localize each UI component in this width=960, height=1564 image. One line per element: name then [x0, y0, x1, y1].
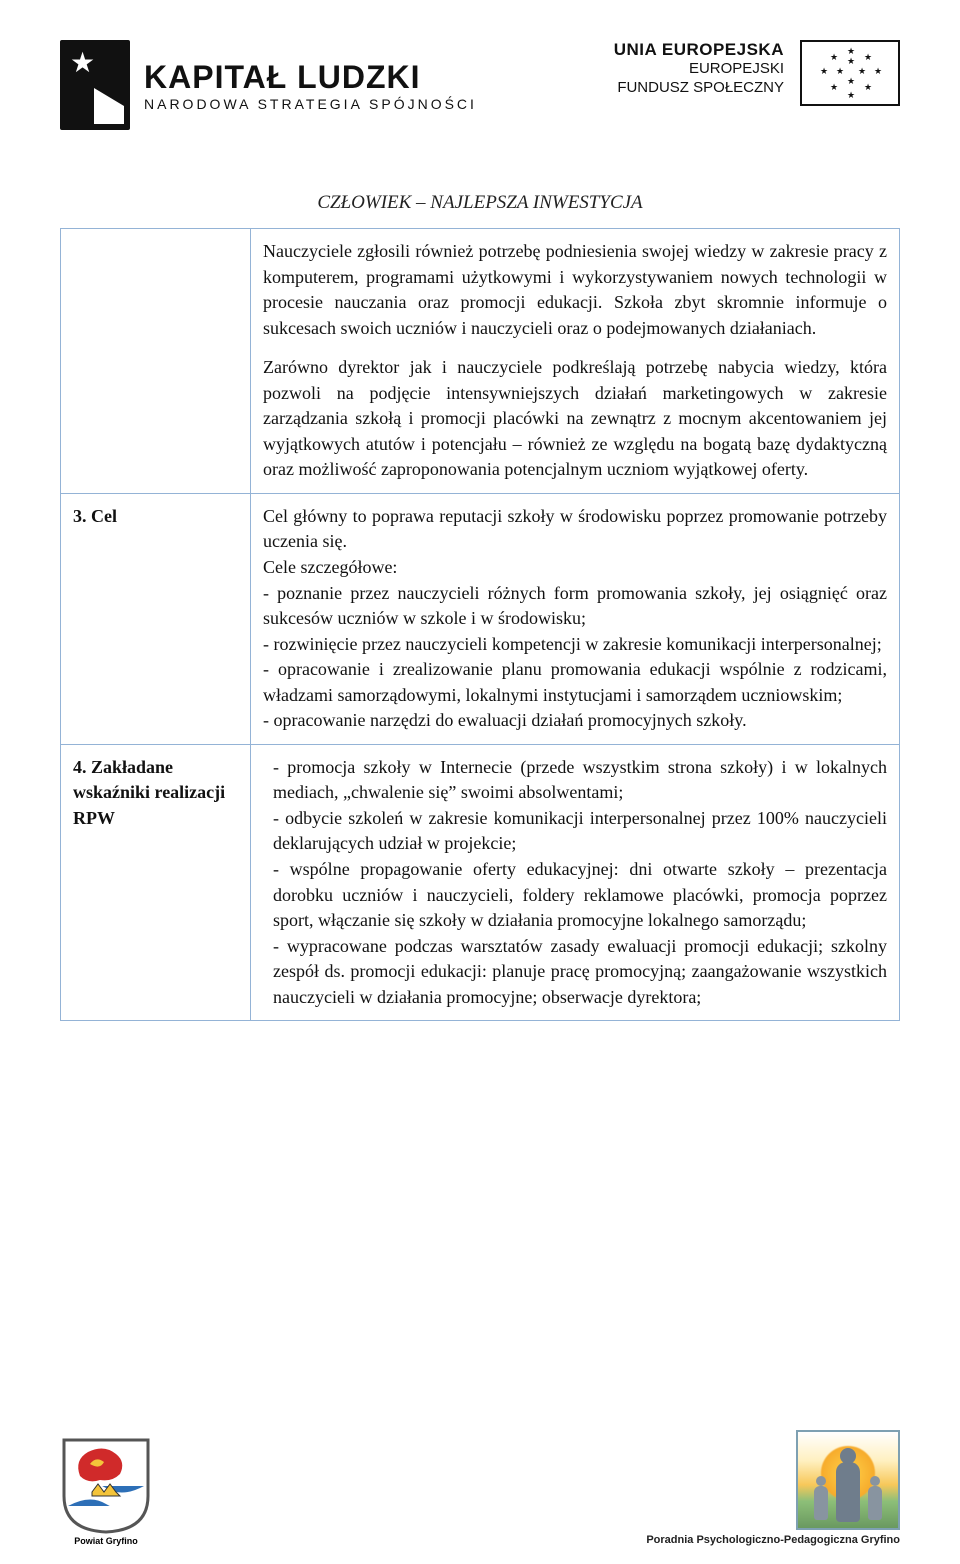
row1-label — [61, 229, 251, 494]
eu-sub1: EUROPEJSKI — [614, 60, 784, 79]
row1-p1: Nauczyciele zgłosili również potrzebę po… — [263, 239, 887, 341]
page-header: KAPITAŁ LUDZKI NARODOWA STRATEGIA SPÓJNO… — [60, 40, 900, 180]
row2-body: Cel główny to poprawa reputacji szkoły w… — [263, 504, 887, 734]
row3-body: - promocja szkoły w Internecie (przede w… — [263, 755, 887, 1010]
header-left: KAPITAŁ LUDZKI NARODOWA STRATEGIA SPÓJNO… — [60, 40, 477, 130]
row3-label: 4. Zakładane wskaźniki realizacji RPW — [61, 744, 251, 1020]
eu-sub2: FUNDUSZ SPOŁECZNY — [614, 79, 784, 98]
shield-label: Powiat Gryfino — [60, 1536, 152, 1546]
eu-flag-icon: ★ ★ ★ ★ ★ ★ ★ ★ ★ ★ ★ ★ — [800, 40, 900, 106]
row2-content: Cel główny to poprawa reputacji szkoły w… — [251, 493, 900, 744]
powiat-shield: Powiat Gryfino — [60, 1436, 152, 1546]
table-row: 4. Zakładane wskaźniki realizacji RPW - … — [61, 744, 900, 1020]
eu-title: UNIA EUROPEJSKA — [614, 40, 784, 60]
row2-label: 3. Cel — [61, 493, 251, 744]
kl-subtitle: NARODOWA STRATEGIA SPÓJNOŚCI — [144, 96, 477, 112]
banner-text: CZŁOWIEK – NAJLEPSZA INWESTYCJA — [60, 192, 900, 214]
row1-content: Nauczyciele zgłosili również potrzebę po… — [251, 229, 900, 494]
row3-content: - promocja szkoły w Internecie (przede w… — [251, 744, 900, 1020]
table-row: Nauczyciele zgłosili również potrzebę po… — [61, 229, 900, 494]
poradnia-icon — [796, 1430, 900, 1530]
footer-caption: Poradnia Psychologiczno-Pedagogiczna Gry… — [646, 1534, 900, 1546]
page-footer: Powiat Gryfino Poradnia Psychologiczno-P… — [60, 1416, 900, 1546]
row1-p2: Zarówno dyrektor jak i nauczyciele podkr… — [263, 355, 887, 483]
kl-title: KAPITAŁ LUDZKI — [144, 59, 477, 96]
kapital-ludzki-icon — [60, 40, 130, 130]
content-table: Nauczyciele zgłosili również potrzebę po… — [60, 228, 900, 1021]
header-right: UNIA EUROPEJSKA EUROPEJSKI FUNDUSZ SPOŁE… — [614, 40, 900, 106]
table-row: 3. Cel Cel główny to poprawa reputacji s… — [61, 493, 900, 744]
